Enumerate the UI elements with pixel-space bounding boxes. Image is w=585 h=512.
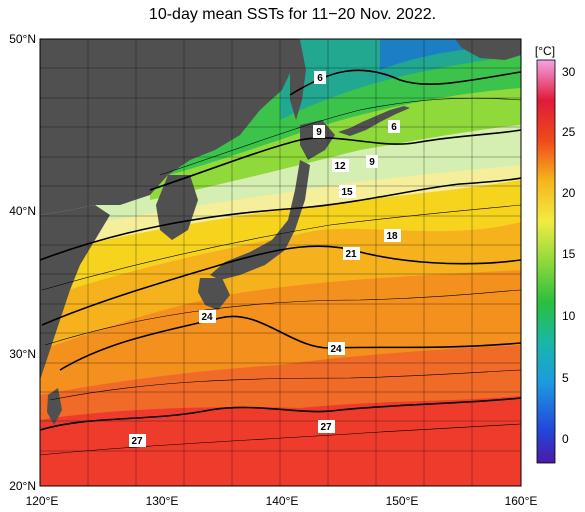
- colorbar-tick-5: 5: [562, 371, 569, 385]
- china-coast: [40, 205, 110, 380]
- colorbar-tick-10: 10: [562, 309, 576, 323]
- lat-label-50: 50°N: [9, 32, 36, 46]
- contour-label-18: 18: [384, 229, 401, 242]
- honshu: [210, 160, 310, 280]
- svg-text:24: 24: [201, 312, 213, 323]
- colorbar-scale: [536, 59, 556, 464]
- lat-label-40: 40°N: [9, 204, 36, 218]
- lon-label-130: 130°E: [146, 494, 179, 508]
- sst-field: [40, 39, 521, 486]
- colorbar: [°C] 30 25 20 15 10 5 0: [535, 44, 576, 464]
- contour-label-6b: 6: [388, 120, 400, 133]
- contour-labels: 6 6 9 9 12 15 18 21 24 24 27 27: [129, 71, 401, 447]
- contour-label-24b: 24: [328, 342, 345, 355]
- contour-label-21: 21: [343, 247, 360, 260]
- map-title: 10-day mean SSTs for 11−20 Nov. 2022.: [148, 6, 437, 23]
- colorbar-tick-25: 25: [562, 125, 576, 139]
- kyushu-shikoku: [198, 278, 230, 310]
- contour-label-9b: 9: [366, 155, 378, 168]
- svg-text:12: 12: [334, 161, 346, 172]
- isotherm-20: [41, 245, 521, 326]
- contour-label-9a: 9: [313, 125, 325, 138]
- lat-label-30: 30°N: [9, 347, 36, 361]
- contour-label-27a: 27: [129, 434, 146, 447]
- hokkaido: [300, 120, 335, 160]
- kamchatka-edge: [455, 39, 521, 60]
- sst-band-6: [280, 39, 521, 120]
- sakhalin: [290, 40, 306, 120]
- graticule: [40, 39, 521, 486]
- lon-label-120: 120°E: [26, 494, 59, 508]
- svg-text:24: 24: [330, 344, 342, 355]
- latitude-labels: 50°N 40°N 30°N 20°N: [9, 32, 36, 493]
- isotherm-15: [40, 177, 521, 261]
- isotherm-thin-1: [40, 423, 521, 456]
- svg-text:6: 6: [391, 122, 397, 133]
- isotherm-thin-4: [41, 204, 521, 291]
- colorbar-tick-15: 15: [562, 247, 576, 261]
- lon-label-140: 140°E: [266, 494, 299, 508]
- contour-label-27b: 27: [318, 420, 335, 433]
- isotherm-thin-3: [44, 289, 521, 346]
- svg-text:27: 27: [131, 436, 143, 447]
- colorbar-tick-30: 30: [562, 65, 576, 79]
- svg-text:27: 27: [320, 422, 332, 433]
- kuril-islands: [338, 106, 410, 136]
- isotherm-27: [40, 397, 521, 431]
- map-frame: [39, 38, 522, 487]
- taiwan: [47, 388, 62, 425]
- svg-text:18: 18: [386, 231, 398, 242]
- svg-text:21: 21: [345, 249, 357, 260]
- korean-peninsula: [156, 175, 198, 240]
- contour-label-24a: 24: [199, 310, 216, 323]
- isotherm-10: [149, 129, 521, 191]
- svg-text:6: 6: [317, 73, 323, 84]
- isotherm-thin-2: [49, 369, 521, 401]
- colorbar-tick-20: 20: [562, 186, 576, 200]
- colorbar-unit: [°C]: [535, 44, 555, 58]
- longitude-labels: 120°E 130°E 140°E 150°E 160°E: [26, 494, 538, 508]
- svg-text:9: 9: [369, 157, 375, 168]
- lon-label-150: 150°E: [386, 494, 419, 508]
- colorbar-tick-0: 0: [562, 432, 569, 446]
- contour-label-12: 12: [332, 159, 349, 172]
- svg-text:9: 9: [316, 127, 322, 138]
- svg-text:15: 15: [341, 187, 353, 198]
- lon-label-160: 160°E: [505, 494, 538, 508]
- contour-label-6a: 6: [314, 71, 326, 84]
- contour-label-15: 15: [339, 185, 356, 198]
- lat-label-20: 20°N: [9, 479, 36, 493]
